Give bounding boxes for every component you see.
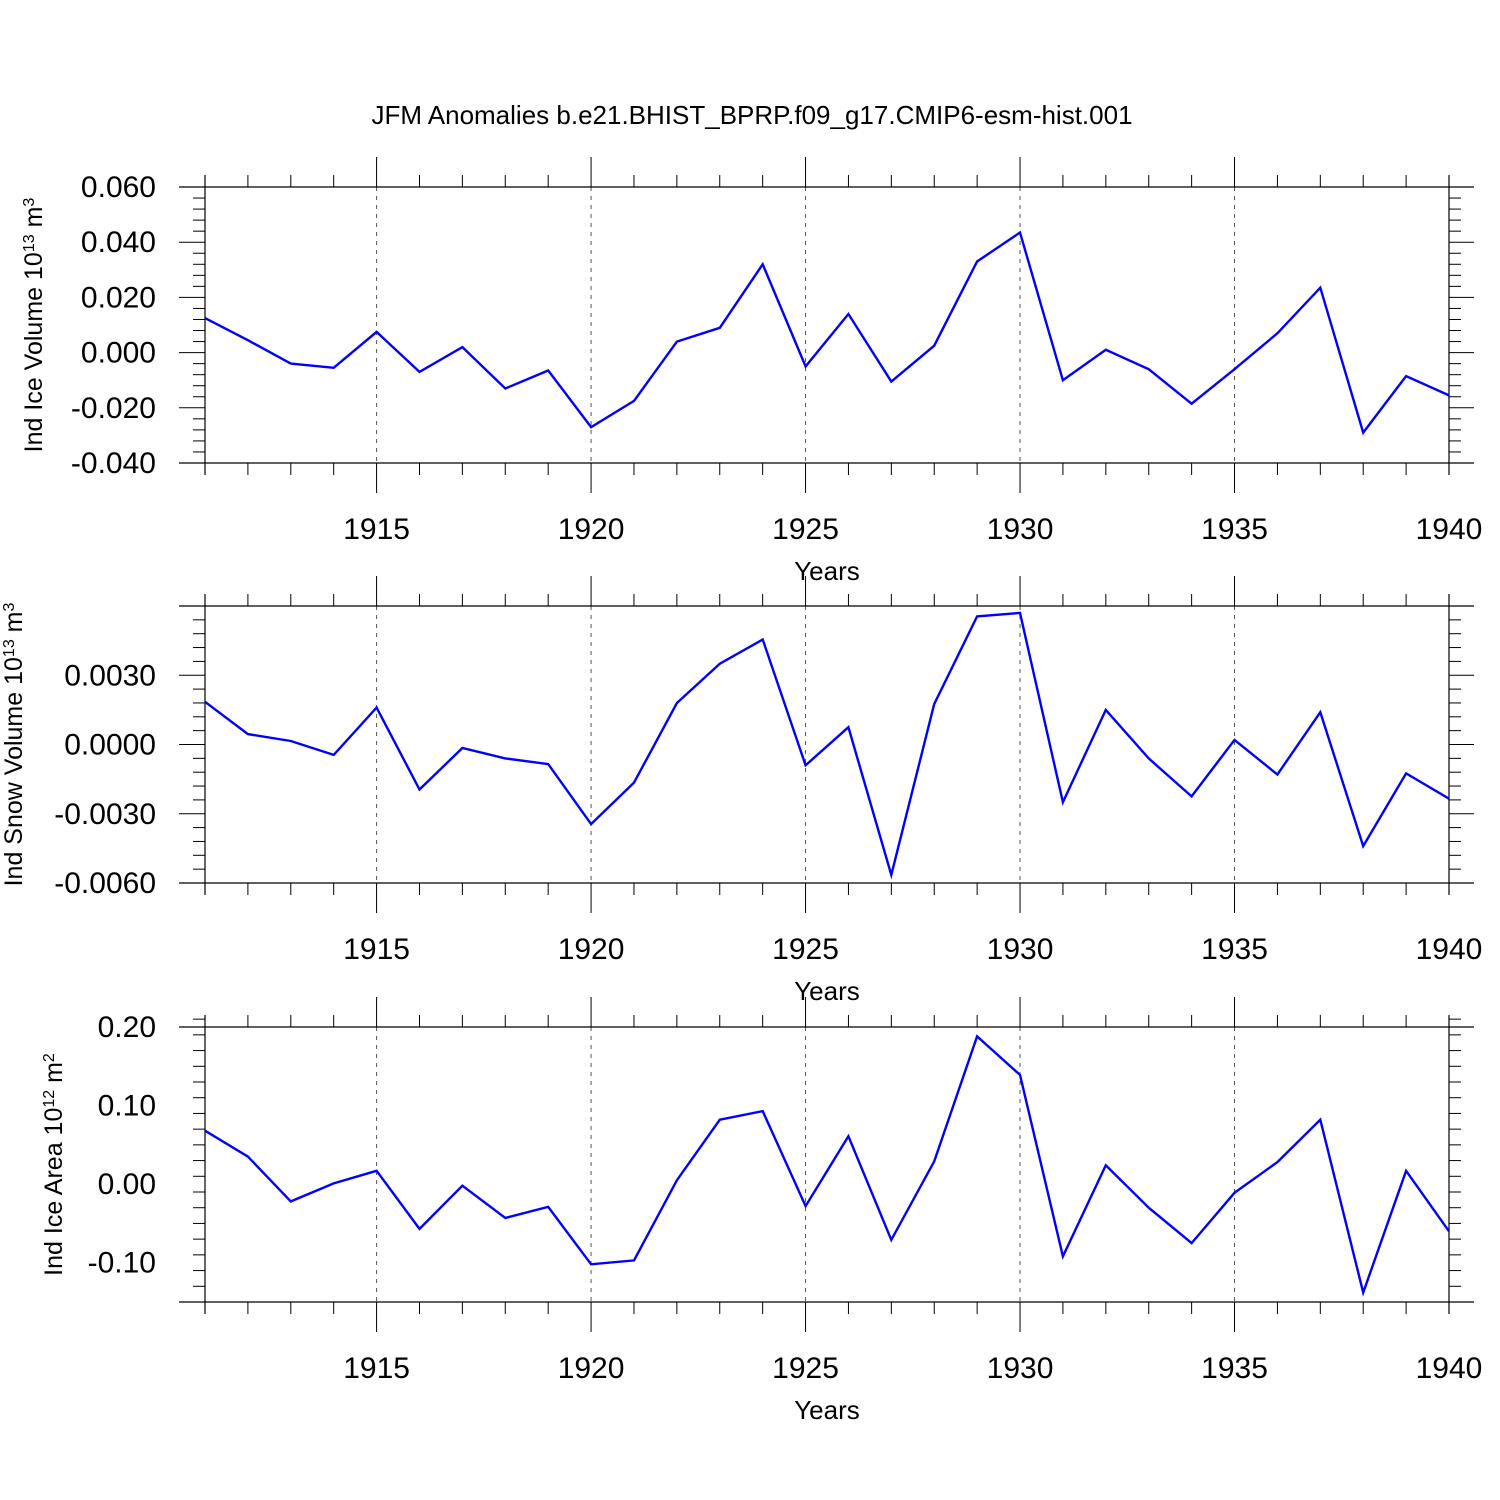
x-tick-label: 1925 — [772, 933, 839, 966]
x-tick-label: 1930 — [987, 1352, 1054, 1385]
chart-panel-1: -0.040 -0.020 0.000 0.020 0.040 0.060 1915 1920… — [20, 157, 1482, 586]
chart-panel-3: -0.10 0.00 0.10 0.20 1915 1920 1925 1930 1935 194… — [40, 997, 1482, 1425]
y-tick-label: 0.0000 — [64, 729, 156, 762]
y-axis-label-text: Ind Ice Area 10 — [40, 1108, 68, 1276]
x-tick-label: 1935 — [1201, 1352, 1268, 1385]
x-tick-label: 1925 — [772, 513, 839, 546]
y-axis-label-exponent: 3 — [21, 198, 38, 207]
y-tick-label: 0.020 — [81, 281, 156, 314]
y-tick-label: 0.00 — [98, 1168, 156, 1201]
y-axis-label-text: m — [0, 612, 28, 640]
y-tick-label: -0.0030 — [54, 798, 156, 831]
x-tick-label: 1915 — [343, 1352, 410, 1385]
y-axis-label-exponent: 2 — [41, 1053, 58, 1062]
x-tick-label: 1940 — [1416, 1352, 1483, 1385]
x-tick-label: 1920 — [558, 933, 625, 966]
y-tick-label: -0.020 — [71, 392, 156, 425]
y-tick-label: 0.060 — [81, 171, 156, 204]
x-tick-label: 1915 — [343, 513, 410, 546]
y-axis-label-text: Ind Ice Volume 10 — [20, 252, 48, 452]
chart-panel-2: -0.0060 -0.0030 0.0000 0.0030 1915 1920 1925 19… — [0, 576, 1482, 1006]
y-axis-label-exponent: 13 — [1, 639, 18, 657]
x-tick-label: 1940 — [1416, 513, 1483, 546]
series-line — [204, 1034, 1450, 1297]
y-axis-label-exponent: 12 — [41, 1090, 58, 1108]
y-tick-label: -0.0060 — [54, 867, 156, 900]
x-tick-label: 1930 — [987, 933, 1054, 966]
x-axis-label: Years — [794, 556, 860, 586]
x-axis-label: Years — [794, 1395, 860, 1425]
x-tick-label: 1920 — [558, 513, 625, 546]
y-tick-label: 0.0030 — [64, 659, 156, 692]
x-tick-label: 1940 — [1416, 933, 1483, 966]
chart-title: JFM Anomalies b.e21.BHIST_BPRP.f09_g17.C… — [371, 100, 1132, 130]
x-tick-label: 1920 — [558, 1352, 625, 1385]
y-axis-label-exponent: 3 — [1, 603, 18, 612]
y-axis-label-text: m — [40, 1062, 68, 1090]
y-tick-label: 0.040 — [81, 226, 156, 259]
y-axis-label: Ind Ice Volume 1013 m3 — [20, 198, 48, 453]
y-axis-label: Ind Ice Area 1012 m2 — [40, 1053, 68, 1276]
series-line — [204, 230, 1450, 436]
y-tick-label: 0.10 — [98, 1090, 156, 1123]
y-axis-label-text: Ind Snow Volume 10 — [0, 657, 28, 886]
x-tick-label: 1915 — [343, 933, 410, 966]
y-tick-label: 0.20 — [98, 1011, 156, 1044]
y-axis-label: Ind Snow Volume 1013 m3 — [0, 603, 28, 887]
y-tick-label: -0.10 — [88, 1247, 156, 1280]
series-line — [204, 611, 1450, 880]
x-tick-label: 1925 — [772, 1352, 839, 1385]
chart-panels: -0.040 -0.020 0.000 0.020 0.040 0.060 1915 1920… — [0, 157, 1482, 1425]
y-tick-label: 0.000 — [81, 337, 156, 370]
x-tick-label: 1930 — [987, 513, 1054, 546]
y-tick-label: -0.040 — [71, 447, 156, 480]
x-axis-label: Years — [794, 976, 860, 1006]
y-axis-label-exponent: 13 — [21, 234, 38, 252]
y-axis-label-text: m — [20, 207, 48, 235]
x-tick-label: 1935 — [1201, 933, 1268, 966]
x-tick-label: 1935 — [1201, 513, 1268, 546]
